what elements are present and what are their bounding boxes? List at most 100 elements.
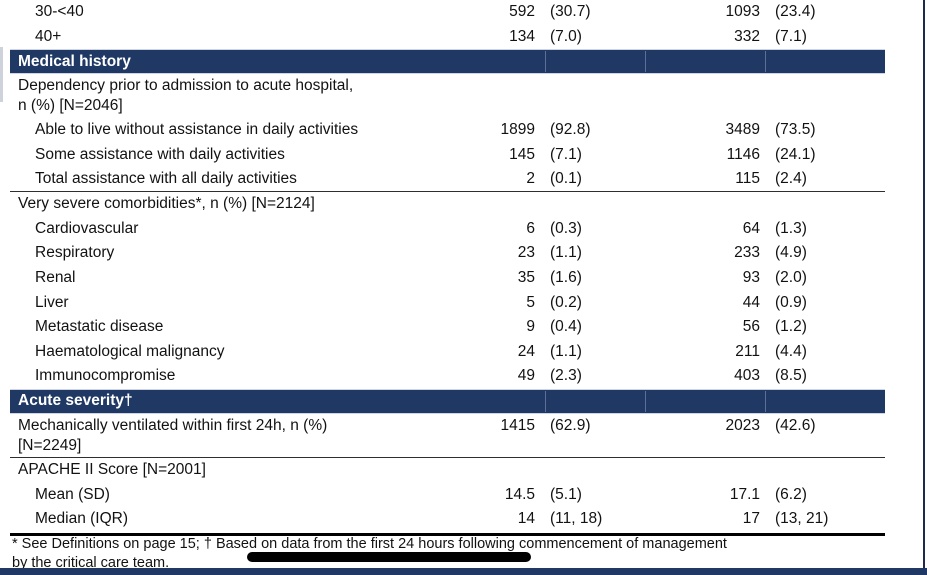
value-n-col2: 17.1 [729, 485, 760, 503]
redaction-bar [247, 552, 531, 562]
row-label: Immunocompromise [10, 366, 450, 386]
value-n-col2: 1146 [726, 146, 760, 164]
value-pct-col1: (0.2) [550, 293, 582, 311]
row-label-line-1: APACHE II Score [N=2001] [18, 461, 206, 479]
value-pct-col1: (7.1) [550, 146, 582, 164]
value-n-col2: 332 [734, 27, 760, 45]
table-row: Immunocompromise 49 (2.3) 403 (8.5) [10, 364, 885, 389]
row-label: Cardiovascular [10, 219, 450, 239]
table-row: Able to live without assistance in daily… [10, 118, 885, 143]
value-n-col1: 14 [517, 510, 535, 528]
value-pct-col2: (0.9) [775, 293, 807, 311]
row-label: 40+ [10, 27, 450, 47]
row-label: Mechanically ventilated within first 24h… [10, 416, 450, 456]
footnote-line-1: * See Definitions on page 15; † Based on… [12, 536, 727, 552]
table-row: Very severe comorbidities*, n (%) [N=212… [10, 192, 885, 217]
row-label: 30-<40 [10, 2, 450, 22]
value-pct-col1: (1.1) [550, 342, 582, 360]
value-pct-col2: (24.1) [775, 146, 816, 164]
band-column-divider [545, 390, 546, 412]
row-label: Median (IQR) [10, 509, 450, 529]
row-label: Some assistance with daily activities [10, 145, 450, 165]
value-n-col1: 1899 [500, 121, 535, 139]
value-pct-col2: (1.2) [775, 318, 807, 336]
section-band-label: Medical history [18, 52, 131, 70]
row-label-line-2: [N=2249] [18, 436, 82, 454]
value-pct-col1: (2.3) [550, 367, 582, 385]
row-label: Respiratory [10, 243, 450, 263]
table-row: Dependency prior to admission to acute h… [10, 74, 885, 118]
value-pct-col2: (73.5) [775, 121, 816, 139]
value-pct-col2: (8.5) [775, 367, 807, 385]
row-label-line-1: Mechanically ventilated within first 24h… [18, 416, 328, 434]
table-row: 30-<40 592 (30.7) 1093 (23.4) [10, 0, 885, 25]
value-pct-col2: (7.1) [775, 27, 807, 45]
row-label-line-1: Dependency prior to admission to acute h… [18, 77, 354, 95]
table-row: Total assistance with all daily activiti… [10, 167, 885, 192]
baseline-characteristics-table: 30-<40 592 (30.7) 1093 (23.4) 40+ 134 (7.0) 332(… [10, 0, 885, 536]
band-column-divider [645, 390, 646, 412]
row-label-line-1: Able to live without assistance in daily… [35, 121, 359, 139]
value-pct-col2: (13, 21) [775, 510, 829, 528]
row-label: Very severe comorbidities*, n (%) [N=212… [10, 194, 450, 214]
band-column-divider [765, 51, 766, 73]
row-label-line-1: Renal [35, 269, 76, 287]
value-pct-col2: (23.4) [775, 3, 816, 21]
row-label-line-1: 40+ [35, 27, 62, 45]
value-pct-col2: (42.6) [775, 416, 816, 434]
section-band-label: Acute severity† [18, 392, 133, 410]
value-n-col2: 115 [735, 170, 760, 188]
row-label: Renal [10, 268, 450, 288]
value-n-col1: 49 [517, 367, 535, 385]
table-row: Mechanically ventilated within first 24h… [10, 414, 885, 458]
row-label-line-1: Immunocompromise [35, 367, 176, 385]
value-pct-col1: (0.4) [550, 318, 582, 336]
row-label-line-1: Median (IQR) [35, 510, 129, 528]
value-n-col1: 14.5 [504, 485, 535, 503]
row-label-line-1: Respiratory [35, 244, 115, 262]
value-n-col1: 5 [526, 293, 535, 311]
value-n-col2: 1093 [725, 3, 760, 21]
row-label: Metastatic disease [10, 317, 450, 337]
table-row: Mean (SD) 14.5 (5.1) 17.1 (6.2) [10, 482, 885, 507]
table-row: Liver 5 (0.2) 44 (0.9) [10, 290, 885, 315]
value-n-col1: 2 [526, 170, 535, 188]
table-row: 40+ 134 (7.0) 332 (7.1) [10, 25, 885, 50]
band-column-divider [645, 51, 646, 73]
value-n-col2: 233 [734, 244, 760, 262]
value-pct-col1: (11, 18) [550, 510, 603, 528]
value-n-col1: 145 [509, 146, 535, 164]
value-pct-col1: (0.3) [550, 219, 582, 237]
value-pct-col1: (5.1) [550, 485, 582, 503]
table-row: Cardiovascular 6 (0.3) 64 (1.3) [10, 217, 885, 242]
table-footnote: * See Definitions on page 15; † Based on… [12, 535, 882, 573]
table-row: Some assistance with daily activities 145… [10, 143, 885, 168]
row-label: Haematological malignancy [10, 342, 450, 362]
table-row: APACHE II Score [N=2001] [10, 458, 885, 483]
bottom-navy-bar [0, 568, 927, 575]
value-pct-col1: (1.6) [550, 269, 582, 287]
row-label-line-1: Mean (SD) [35, 485, 110, 503]
value-n-col2: 211 [735, 342, 760, 360]
table-bottom-border [10, 532, 885, 536]
value-n-col2: 2023 [725, 416, 760, 434]
value-n-col1: 134 [509, 27, 535, 45]
value-pct-col1: (1.1) [550, 244, 582, 262]
page-edge-artifact [0, 47, 3, 102]
row-label-line-1: Cardiovascular [35, 219, 139, 237]
value-n-col2: 64 [742, 219, 760, 237]
band-column-divider [765, 390, 766, 412]
row-label: Total assistance with all daily activiti… [10, 169, 450, 189]
row-label-line-1: Some assistance with daily activities [35, 146, 285, 164]
section-band-medical-history: Medical history [10, 49, 885, 75]
page-right-border [923, 0, 925, 575]
value-pct-col1: (30.7) [550, 3, 591, 21]
row-label-line-1: Haematological malignancy [35, 342, 225, 360]
row-label: Liver [10, 293, 450, 313]
table-row: Haematological malignancy 24 (1.1) 211 (4.4) [10, 340, 885, 365]
value-pct-col1: (7.0) [550, 27, 582, 45]
value-n-col1: 23 [517, 244, 535, 262]
value-n-col2: 3489 [725, 121, 760, 139]
row-label-line-1: Total assistance with all daily activiti… [35, 170, 297, 188]
row-label-line-1: Metastatic disease [35, 318, 164, 336]
